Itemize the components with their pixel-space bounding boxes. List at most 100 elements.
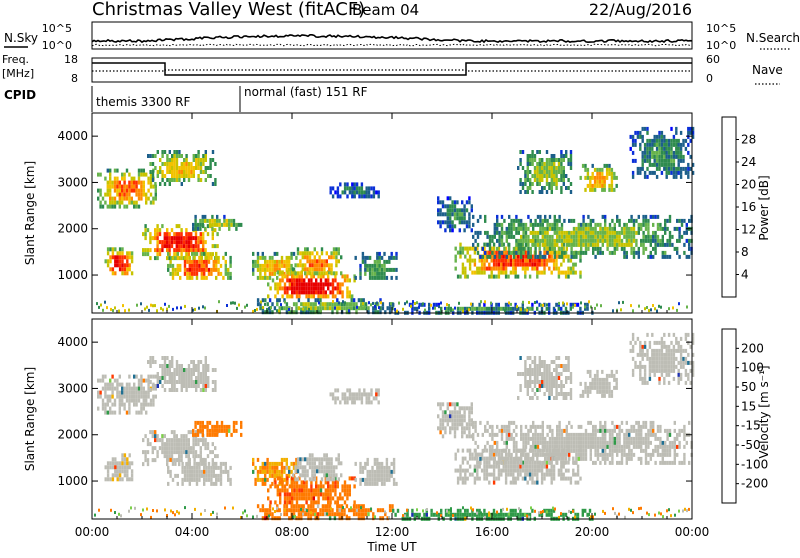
echo-cell xyxy=(297,251,299,255)
echo-cell xyxy=(288,470,290,474)
echo-cell xyxy=(542,219,544,223)
echo-cell xyxy=(193,380,195,384)
echo-cell xyxy=(102,375,104,379)
echo-cell xyxy=(459,212,461,216)
echo-cell xyxy=(578,239,580,243)
echo-cell xyxy=(264,264,266,268)
echo-cell xyxy=(166,166,168,170)
echo-cell xyxy=(364,268,366,272)
echo-cell xyxy=(149,364,151,368)
echo-cell xyxy=(152,375,154,379)
echo-cell xyxy=(675,127,677,131)
echo-cell xyxy=(189,458,191,462)
echo-cell xyxy=(548,307,550,311)
echo-cell xyxy=(203,462,205,466)
echo-cell xyxy=(531,477,533,481)
echo-cell xyxy=(189,272,191,276)
echo-cell xyxy=(306,267,308,271)
echo-cell xyxy=(669,231,671,235)
echo-cell xyxy=(376,474,378,478)
echo-cell xyxy=(235,429,237,433)
echo-cell xyxy=(379,276,381,280)
echo-cell xyxy=(149,248,151,252)
echo-cell xyxy=(310,286,312,290)
echo-cell xyxy=(193,364,195,368)
echo-cell xyxy=(167,482,169,486)
echo-cell xyxy=(109,189,111,193)
echo-cell xyxy=(338,461,340,465)
echo-cell xyxy=(654,235,656,239)
echo-cell xyxy=(197,174,199,178)
echo-cell xyxy=(468,308,470,311)
echo-cell xyxy=(520,243,522,247)
echo-cell xyxy=(204,215,206,219)
echo-cell xyxy=(651,139,653,143)
echo-cell xyxy=(513,227,515,231)
echo-cell xyxy=(257,478,259,482)
echo-cell xyxy=(678,163,680,167)
echo-cell xyxy=(190,248,192,252)
echo-cell xyxy=(196,470,198,474)
echo-cell xyxy=(558,421,560,425)
echo-cell xyxy=(207,166,209,170)
echo-cell xyxy=(437,212,439,216)
echo-cell xyxy=(159,438,161,442)
echo-cell xyxy=(205,158,207,162)
echo-cell xyxy=(318,465,320,469)
echo-cell xyxy=(563,473,565,477)
echo-cell xyxy=(616,231,618,235)
echo-cell xyxy=(181,376,183,380)
echo-cell xyxy=(143,181,145,185)
echo-cell xyxy=(190,384,192,388)
echo-cell xyxy=(561,449,563,453)
echo-cell xyxy=(449,418,451,422)
echo-cell xyxy=(594,227,596,231)
echo-cell xyxy=(293,286,295,290)
echo-cell xyxy=(563,461,565,465)
echo-cell xyxy=(309,251,311,255)
echo-cell xyxy=(284,488,286,492)
echo-cell xyxy=(594,255,596,259)
echo-cell xyxy=(171,244,173,248)
echo-cell xyxy=(668,147,670,151)
echo-cell xyxy=(286,274,288,278)
echo-cell xyxy=(381,462,383,466)
echo-cell xyxy=(512,465,514,469)
echo-cell xyxy=(149,430,151,434)
echo-cell xyxy=(173,252,175,256)
echo-cell xyxy=(378,400,380,404)
echo-cell xyxy=(471,457,473,461)
echo-cell xyxy=(205,150,207,154)
echo-cell xyxy=(181,470,183,474)
echo-cell xyxy=(154,304,156,307)
echo-cell xyxy=(449,426,451,430)
echo-cell xyxy=(192,236,194,240)
echo-cell xyxy=(548,182,550,186)
echo-cell xyxy=(554,215,556,219)
echo-cell xyxy=(554,309,556,312)
echo-cell xyxy=(461,212,463,216)
echo-cell xyxy=(330,392,332,396)
echo-cell xyxy=(657,215,659,219)
echo-cell xyxy=(479,271,481,275)
echo-cell xyxy=(185,174,187,178)
echo-cell xyxy=(546,150,548,154)
echo-cell xyxy=(128,399,130,403)
echo-cell xyxy=(203,474,205,478)
echo-cell xyxy=(592,184,594,188)
echo-cell xyxy=(310,302,312,306)
echo-cell xyxy=(129,465,131,469)
echo-cell xyxy=(491,239,493,243)
echo-cell xyxy=(612,309,614,312)
echo-cell xyxy=(211,425,213,429)
echo-cell xyxy=(201,276,203,280)
echo-cell xyxy=(200,360,202,364)
echo-cell xyxy=(383,260,385,264)
echo-cell xyxy=(638,305,640,308)
echo-cell xyxy=(548,166,550,170)
echo-cell xyxy=(119,403,121,407)
echo-cell xyxy=(303,484,305,488)
echo-cell xyxy=(373,186,375,190)
echo-cell xyxy=(383,470,385,474)
echo-cell xyxy=(109,201,111,205)
